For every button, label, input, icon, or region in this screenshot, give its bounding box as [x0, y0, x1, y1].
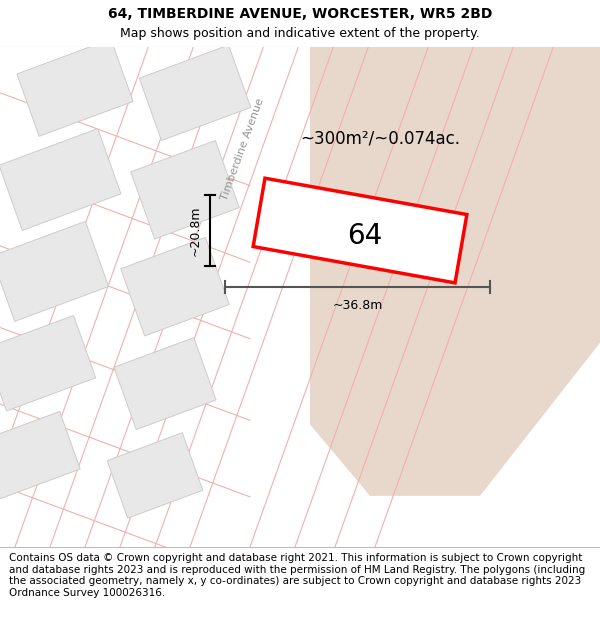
- Polygon shape: [0, 129, 121, 231]
- Text: 64: 64: [347, 222, 383, 249]
- Polygon shape: [139, 45, 251, 141]
- Polygon shape: [17, 39, 133, 136]
- Text: Contains OS data © Crown copyright and database right 2021. This information is : Contains OS data © Crown copyright and d…: [9, 553, 585, 598]
- Polygon shape: [114, 338, 216, 429]
- Text: Timberdine Avenue: Timberdine Avenue: [220, 96, 266, 201]
- Polygon shape: [0, 411, 80, 499]
- Polygon shape: [310, 47, 600, 496]
- Polygon shape: [121, 238, 229, 336]
- Polygon shape: [253, 178, 467, 283]
- Text: ~300m²/~0.074ac.: ~300m²/~0.074ac.: [300, 130, 460, 148]
- Text: ~20.8m: ~20.8m: [189, 205, 202, 256]
- Text: Map shows position and indicative extent of the property.: Map shows position and indicative extent…: [120, 28, 480, 40]
- Text: ~36.8m: ~36.8m: [332, 299, 383, 311]
- Polygon shape: [0, 221, 109, 321]
- Polygon shape: [131, 141, 239, 239]
- Polygon shape: [107, 432, 203, 518]
- Text: 64, TIMBERDINE AVENUE, WORCESTER, WR5 2BD: 64, TIMBERDINE AVENUE, WORCESTER, WR5 2B…: [108, 7, 492, 21]
- Polygon shape: [0, 316, 96, 411]
